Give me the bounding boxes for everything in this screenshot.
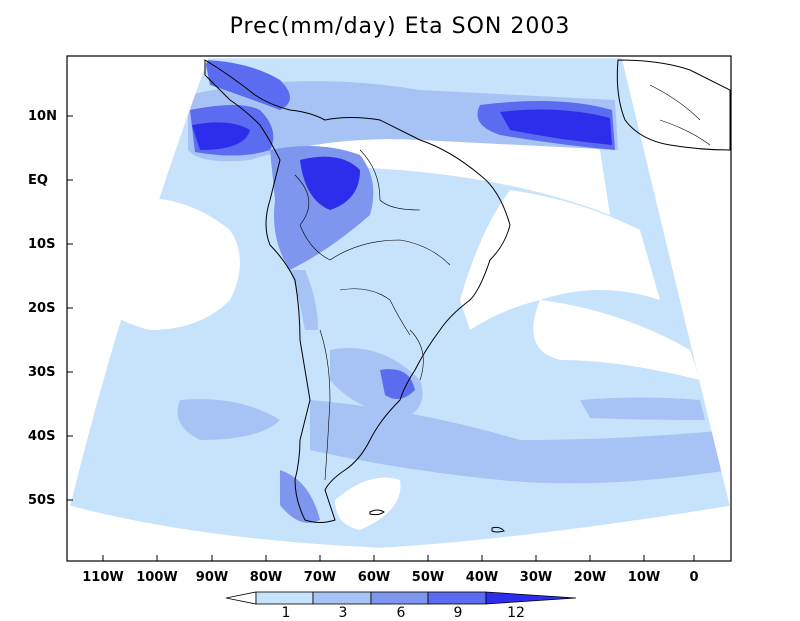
colorbar-label-9: 9 bbox=[453, 605, 463, 621]
itcz-atlantic-12 bbox=[500, 109, 612, 145]
coastlines bbox=[204, 59, 731, 533]
itcz-pacific-12 bbox=[192, 122, 250, 150]
domain-outline bbox=[69, 57, 731, 549]
amazon-rain-12 bbox=[300, 156, 360, 210]
colorbar-label-12: 12 bbox=[507, 605, 525, 621]
colorbar-cell-3-6 bbox=[312, 591, 372, 605]
border-west-africa bbox=[649, 84, 711, 146]
lon-label-50w: 50W bbox=[411, 570, 445, 585]
falklands-coast bbox=[369, 509, 385, 516]
lon-label-110w: 110W bbox=[82, 570, 124, 585]
lon-label-10w: 10W bbox=[627, 570, 661, 585]
colorbar-cell-1-3 bbox=[255, 591, 314, 605]
lon-label-20w: 20W bbox=[573, 570, 607, 585]
border-paraguay bbox=[339, 288, 411, 336]
lat-label-10s: 10S bbox=[28, 237, 56, 252]
lat-label-30s: 30S bbox=[28, 365, 56, 380]
pacific-rain-patch bbox=[177, 399, 280, 440]
border-venezuela-guyana bbox=[359, 149, 421, 211]
lon-label-40w: 40W bbox=[465, 570, 499, 585]
southern-chile-rain bbox=[280, 470, 320, 523]
lon-label-30w: 30W bbox=[519, 570, 553, 585]
lon-label-60w: 60W bbox=[357, 570, 391, 585]
map-title: Prec(mm/day) Eta SON 2003 bbox=[229, 14, 571, 39]
lat-ticks bbox=[67, 115, 73, 501]
lon-label-100w: 100W bbox=[136, 570, 178, 585]
itcz-band-3-6 bbox=[188, 81, 618, 162]
south-georgia-coast bbox=[491, 526, 505, 533]
andes-rain bbox=[290, 270, 318, 330]
colorbar-cell-6-9 bbox=[370, 591, 429, 605]
atlantic-rain-patch bbox=[580, 397, 705, 420]
lon-label-0: 0 bbox=[689, 570, 699, 585]
colorbar-cell-below-1 bbox=[225, 591, 257, 605]
colorbar-label-6: 6 bbox=[396, 605, 406, 621]
southeast-south-america-rain bbox=[330, 348, 423, 420]
colorbar-label-3: 3 bbox=[338, 605, 348, 621]
uruguay-rain-9-12 bbox=[380, 369, 415, 399]
south-america-coast bbox=[204, 59, 511, 523]
lat-label-50s: 50S bbox=[28, 493, 56, 508]
lon-label-90w: 90W bbox=[195, 570, 229, 585]
lat-label-eq: EQ bbox=[28, 173, 48, 188]
central-america-rain bbox=[205, 60, 290, 110]
lon-ticks bbox=[102, 555, 695, 561]
colorbar-cell-above-12 bbox=[485, 591, 577, 605]
country-borders bbox=[294, 84, 711, 481]
colorbar bbox=[225, 591, 577, 605]
lon-label-80w: 80W bbox=[249, 570, 283, 585]
colorbar-label-1: 1 bbox=[281, 605, 291, 621]
border-brazil-bolivia bbox=[329, 239, 451, 266]
border-chile-argentina bbox=[319, 329, 331, 481]
colorbar-cell-9-12 bbox=[427, 591, 487, 605]
border-uruguay bbox=[409, 329, 424, 381]
dry-region-patagonia bbox=[335, 477, 401, 530]
storm-track-band bbox=[310, 400, 730, 484]
dry-region-mid-atlantic bbox=[533, 300, 700, 380]
lat-label-10n: 10N bbox=[28, 109, 57, 124]
lat-label-40s: 40S bbox=[28, 429, 56, 444]
africa-coast bbox=[616, 59, 731, 151]
lon-label-70w: 70W bbox=[303, 570, 337, 585]
lat-label-20s: 20S bbox=[28, 301, 56, 316]
border-colombia-peru bbox=[294, 174, 331, 261]
